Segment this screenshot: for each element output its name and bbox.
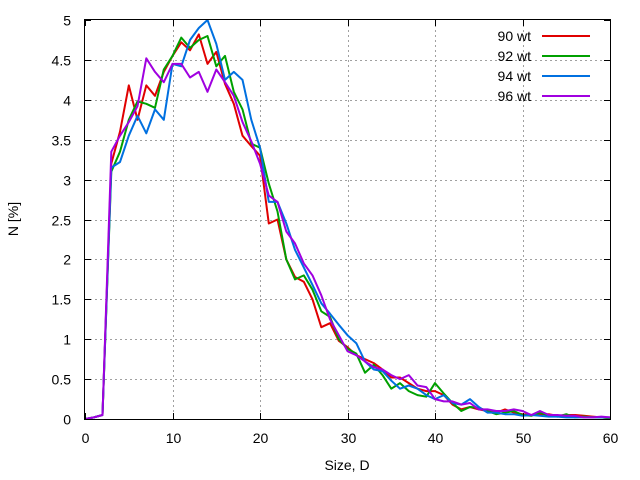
- y-tick-label: 1.5: [52, 292, 72, 308]
- y-tick-label: 3: [63, 173, 71, 189]
- y-tick-label: 4: [63, 93, 71, 109]
- axis-ticks: [85, 20, 611, 420]
- series-line: [84, 33, 611, 420]
- grid: [85, 20, 610, 419]
- series-line: [84, 35, 611, 420]
- x-tick-label: 0: [82, 430, 90, 446]
- x-axis-label: Size, D: [324, 457, 369, 473]
- x-tick-label: 30: [341, 430, 357, 446]
- legend-label: 94 wt: [498, 68, 532, 84]
- legend-label: 92 wt: [498, 48, 532, 64]
- legend-label: 96 wt: [498, 88, 532, 104]
- legend-label: 90 wt: [498, 28, 532, 44]
- plot-frame: [84, 19, 611, 420]
- y-tick-label: 4.5: [52, 53, 72, 69]
- y-tick-label: 2.5: [52, 213, 72, 229]
- y-tick-label: 0: [63, 412, 71, 428]
- tick-labels: 0 10 20 30 40 50 60 0 0.5 1 1.5 2 2.5 3 3.5 4 4.5 5: [52, 13, 619, 447]
- series-line: [84, 57, 611, 420]
- x-tick-label: 50: [516, 430, 532, 446]
- series-line: [84, 19, 610, 420]
- y-tick-label: 5: [63, 13, 71, 29]
- x-tick-label: 10: [166, 430, 182, 446]
- y-tick-label: 2: [63, 252, 71, 268]
- y-tick-label: 0.5: [52, 372, 72, 388]
- x-tick-label: 40: [428, 430, 444, 446]
- legend: 90 wt 92 wt 94 wt 96 wt: [498, 28, 590, 104]
- y-axis-label: N [%]: [5, 202, 21, 236]
- series-lines: [84, 19, 611, 420]
- y-tick-label: 1: [63, 332, 71, 348]
- x-tick-label: 60: [603, 430, 619, 446]
- x-tick-label: 20: [253, 430, 269, 446]
- y-tick-label: 3.5: [52, 133, 72, 149]
